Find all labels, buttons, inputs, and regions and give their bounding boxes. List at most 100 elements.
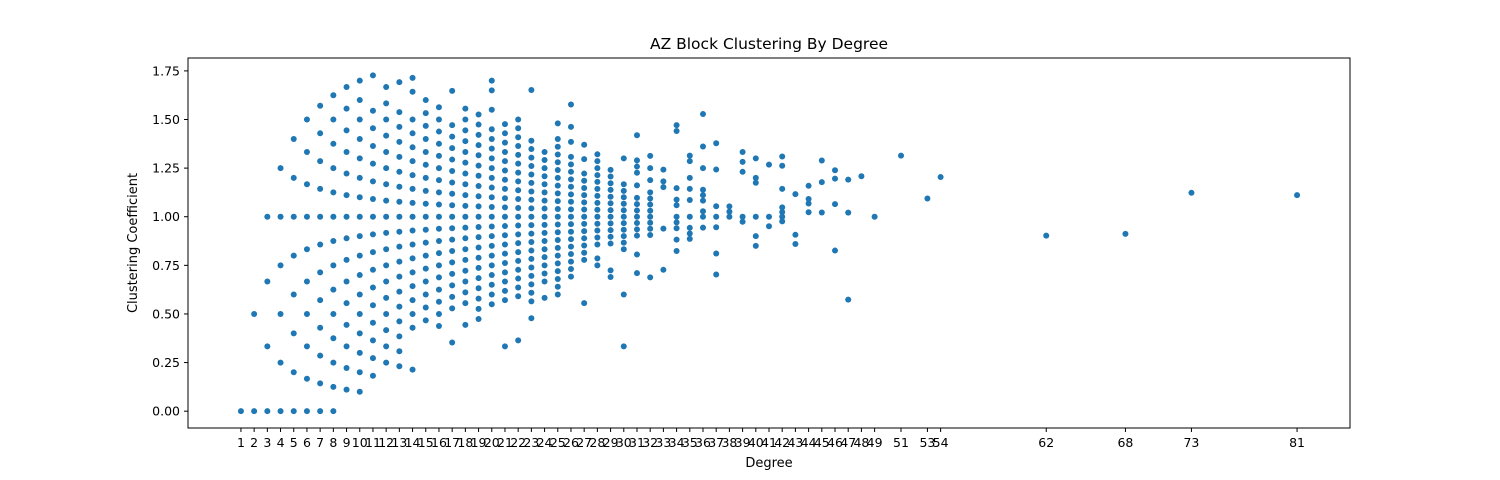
data-point [475,121,482,128]
data-point [383,327,390,334]
data-point [620,233,627,240]
data-point [356,155,363,162]
data-point [462,278,469,285]
data-point [369,72,376,79]
data-point [317,297,324,304]
data-point [369,178,376,185]
data-point [449,282,456,289]
data-point [726,213,733,220]
data-point [462,202,469,209]
data-point [277,408,284,415]
data-point [409,199,416,206]
data-point [620,246,627,253]
data-point [673,127,680,134]
data-point [501,297,508,304]
data-point [554,120,561,127]
data-point [330,238,337,245]
data-point [396,258,403,265]
data-point [488,291,495,298]
data-point [422,148,429,155]
data-point [356,233,363,240]
data-point [383,116,390,123]
data-point [832,175,839,182]
x-tick-label: 30 [616,435,632,450]
data-point [330,92,337,99]
data-point [422,110,429,117]
data-point [528,239,535,246]
data-point [779,153,786,160]
data-point [567,243,574,250]
data-point [501,158,508,165]
data-point [317,352,324,359]
data-point [620,226,627,233]
x-tick-label: 4 [277,435,285,450]
data-point [449,247,456,254]
x-tick-label: 40 [748,435,764,450]
data-point [330,286,337,293]
data-point [330,189,337,196]
data-point [409,185,416,192]
data-point [515,134,522,141]
data-point [330,383,337,390]
data-point [449,190,456,197]
x-tick-label: 39 [735,435,751,450]
data-point [686,235,693,242]
data-point [594,199,601,206]
data-point [422,226,429,233]
data-point [567,273,574,280]
x-tick-label: 9 [343,435,351,450]
data-point [607,207,614,214]
data-point [475,305,482,312]
data-point [554,291,561,298]
data-point [422,265,429,272]
data-point [581,220,588,227]
data-point [396,348,403,355]
data-point [369,284,376,291]
data-point [528,154,535,161]
data-point [264,343,271,350]
y-tick-label: 1.50 [152,112,180,127]
data-point [396,288,403,295]
data-point [515,142,522,149]
data-point [581,235,588,242]
data-point [356,213,363,220]
x-tick-label: 2 [250,435,258,450]
data-point [501,121,508,128]
data-point [660,178,667,185]
x-tick-label: 54 [933,435,949,450]
data-point [409,130,416,137]
data-point [647,177,654,184]
data-point [567,101,574,108]
data-point [739,213,746,220]
data-point [554,205,561,212]
data-point [369,107,376,114]
data-point [343,148,350,155]
data-point [409,283,416,290]
data-point [396,79,403,86]
data-point [356,388,363,395]
data-point [528,162,535,169]
data-point [581,228,588,235]
data-point [475,213,482,220]
data-point [422,291,429,298]
data-point [581,141,588,148]
data-point [541,294,548,301]
data-point [567,138,574,145]
data-point [501,148,508,155]
data-point [647,207,654,214]
data-point [594,172,601,179]
x-tick-label: 68 [1117,435,1133,450]
data-point [343,256,350,263]
data-point [330,310,337,317]
data-point [528,146,535,153]
data-point [832,247,839,254]
data-point [541,221,548,228]
x-tick-label: 19 [471,435,487,450]
x-tick-label: 17 [444,435,460,450]
data-point [435,298,442,305]
x-tick-label: 42 [774,435,790,450]
x-tick-label: 11 [365,435,381,450]
y-tick-label: 1.00 [152,209,180,224]
data-point [686,224,693,231]
